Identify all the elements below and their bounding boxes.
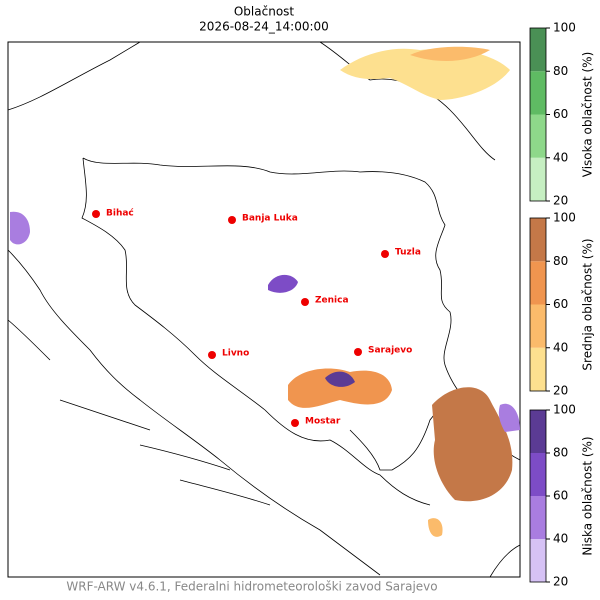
cloud [410, 46, 490, 62]
footer: WRF-ARW v4.6.1, Federalni hidrometeorolo… [66, 580, 437, 594]
tick-label: 20 [553, 575, 568, 589]
city-dot [381, 250, 389, 258]
colorbar-segment [530, 304, 546, 348]
city-dot [291, 419, 299, 427]
colorbar-label: Visoka oblačnost (%) [581, 52, 595, 178]
city-label: Bihać [106, 208, 134, 219]
cloud [498, 403, 520, 432]
tick-label: 100 [553, 211, 576, 225]
colorbar-segment [530, 28, 546, 72]
city-label: Zenica [315, 296, 349, 306]
tick-label: 40 [553, 340, 568, 354]
cloud [288, 368, 392, 408]
city-dot [92, 210, 100, 218]
tick-label: 20 [553, 384, 568, 398]
city-label: Livno [222, 349, 249, 359]
tick-label: 100 [553, 21, 576, 35]
tick-label: 40 [553, 532, 568, 546]
cloud [432, 387, 513, 502]
colorbar-segment [530, 347, 546, 391]
colorbar-segment [530, 539, 546, 582]
cloud [428, 518, 443, 537]
colorbar-segment [530, 218, 546, 262]
city-label: Mostar [305, 417, 341, 427]
colorbar-segment [530, 114, 546, 158]
colorbar-segment [530, 496, 546, 539]
city-label: Sarajevo [368, 346, 412, 356]
city-dot [208, 351, 216, 359]
cities: Bihać Banja Luka Tuzla Zenica Sarajevo L… [92, 208, 421, 427]
cloud [325, 371, 355, 387]
tick-label: 100 [553, 403, 576, 417]
colorbar-segment [530, 261, 546, 305]
tick-label: 80 [553, 64, 568, 78]
city-label: Banja Luka [242, 214, 298, 224]
city-dot [354, 348, 362, 356]
datetime: 2026-08-24_14:00:00 [199, 20, 329, 34]
tick-label: 80 [553, 446, 568, 460]
city-label: Tuzla [395, 248, 421, 258]
colorbar-segment [530, 453, 546, 496]
map [7, 41, 521, 578]
cloud [340, 48, 510, 100]
tick-label: 40 [553, 150, 568, 164]
tick-label: 60 [553, 297, 568, 311]
cloud [10, 211, 30, 245]
tick-label: 60 [553, 489, 568, 503]
tick-label: 80 [553, 254, 568, 268]
tick-label: 60 [553, 107, 568, 121]
city-dot [301, 298, 309, 306]
colorbar-label: Srednja oblačnost (%) [581, 238, 595, 370]
cloud [268, 274, 298, 293]
title: Oblačnost [234, 5, 295, 19]
map-frame [7, 41, 521, 578]
colorbar-segment [530, 71, 546, 115]
colorbar-label: Niska oblačnost (%) [581, 436, 595, 555]
city-dot [228, 216, 236, 224]
tick-label: 20 [553, 194, 568, 208]
colorbar-segment [530, 410, 546, 453]
border [7, 41, 471, 506]
colorbar-segment [530, 157, 546, 201]
